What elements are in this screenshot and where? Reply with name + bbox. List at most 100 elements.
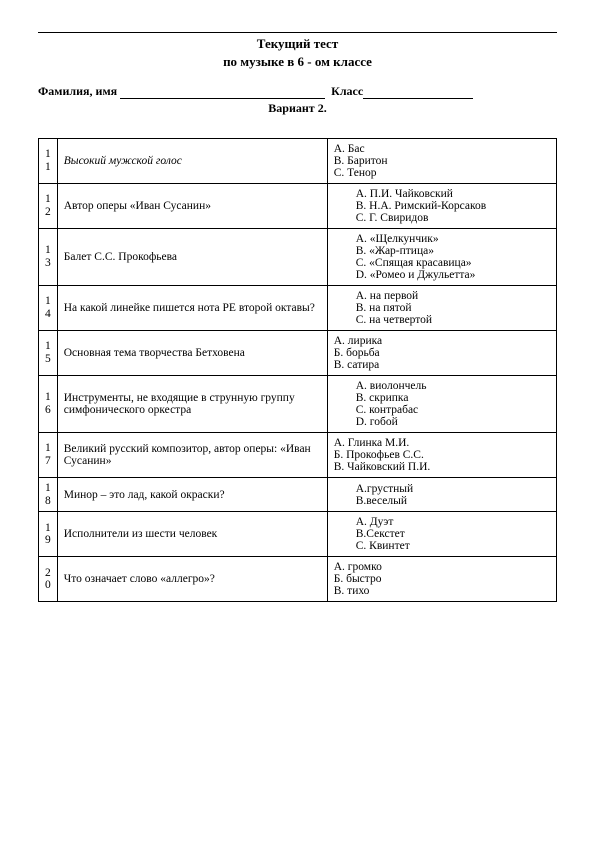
question-number-cell: 16 <box>39 376 58 433</box>
answer-option: А. Дуэт <box>334 516 550 528</box>
answer-options-cell: А. ДуэтВ.СекстетС. Квинтет <box>327 512 556 557</box>
question-number-cell: 14 <box>39 286 58 331</box>
table-row: 15Основная тема творчества БетховенаА. л… <box>39 331 557 376</box>
answer-options-cell: А. Глинка М.И.Б. Прокофьев С.С.В. Чайков… <box>327 433 556 478</box>
question-text-cell: Минор – это лад, какой окраски? <box>57 478 327 512</box>
question-number-digit: 1 <box>45 522 51 535</box>
question-text-cell: Автор оперы «Иван Сусанин» <box>57 184 327 229</box>
answer-options-cell: А. на первойВ. на пятойС. на четвертой <box>327 286 556 331</box>
question-number-digit: 2 <box>45 567 51 580</box>
question-text-cell: Балет С.С. Прокофьева <box>57 229 327 286</box>
question-number-digit: 1 <box>45 295 51 308</box>
answer-option: В.Секстет <box>334 528 550 540</box>
answer-options-cell: А. лирикаБ. борьбаВ. сатира <box>327 331 556 376</box>
question-number-digit: 1 <box>45 193 51 206</box>
title-line-1: Текущий тест <box>38 35 557 53</box>
question-number-digit: 1 <box>45 482 51 495</box>
question-text-cell: Основная тема творчества Бетховена <box>57 331 327 376</box>
question-text-cell: Что означает слово «аллегро»? <box>57 557 327 602</box>
question-number-cell: 17 <box>39 433 58 478</box>
top-rule <box>38 32 557 33</box>
question-number-digit: 1 <box>45 244 51 257</box>
answer-options-cell: А. виолончельВ. скрипкаС. контрабасD. го… <box>327 376 556 433</box>
answer-option: А. П.И. Чайковский <box>334 188 550 200</box>
question-number-digit: 0 <box>45 579 51 592</box>
question-number-cell: 15 <box>39 331 58 376</box>
question-number-digit: 3 <box>45 257 51 270</box>
table-row: 18Минор – это лад, какой окраски?А.груст… <box>39 478 557 512</box>
answer-option: С. Г. Свиридов <box>334 212 550 224</box>
answer-option: С. на четвертой <box>334 314 550 326</box>
answer-option: А. Глинка М.И. <box>334 437 550 449</box>
question-text-cell: Исполнители из шести человек <box>57 512 327 557</box>
question-number-digit: 1 <box>45 161 51 174</box>
question-text-cell: Инструменты, не входящие в струнную груп… <box>57 376 327 433</box>
question-number-cell: 12 <box>39 184 58 229</box>
question-number-cell: 13 <box>39 229 58 286</box>
answer-option: А. на первой <box>334 290 550 302</box>
answer-options-cell: А. громкоБ. быстроВ. тихо <box>327 557 556 602</box>
question-number-cell: 18 <box>39 478 58 512</box>
answer-option: В. «Жар-птица» <box>334 245 550 257</box>
answer-option: А.грустный <box>334 483 550 495</box>
question-number-digit: 9 <box>45 534 51 547</box>
answer-options-cell: А. «Щелкунчик»В. «Жар-птица»С. «Спящая к… <box>327 229 556 286</box>
question-number-digit: 2 <box>45 206 51 219</box>
answer-option: В. тихо <box>334 585 550 597</box>
title-block: Текущий тест по музыке в 6 - ом классе <box>38 35 557 70</box>
question-number-digit: 6 <box>45 404 51 417</box>
answer-options-cell: А. П.И. ЧайковскийВ. Н.А. Римский-Корсак… <box>327 184 556 229</box>
answer-option: D. гобой <box>334 416 550 428</box>
question-number-digit: 1 <box>45 391 51 404</box>
title-line-2: по музыке в 6 - ом классе <box>38 53 557 71</box>
answer-option: С. «Спящая красавица» <box>334 257 550 269</box>
question-text-cell: Высокий мужской голос <box>57 139 327 184</box>
table-row: 17Великий русский композитор, автор опер… <box>39 433 557 478</box>
surname-label: Фамилия, имя <box>38 84 117 99</box>
answer-option: Б. Прокофьев С.С. <box>334 449 550 461</box>
answer-option: В. скрипка <box>334 392 550 404</box>
table-row: 13Балет С.С. ПрокофьеваА. «Щелкунчик»В. … <box>39 229 557 286</box>
answer-option: В. Чайковский П.И. <box>334 461 550 473</box>
questions-table: 11Высокий мужской голосА. БасВ. БаритонС… <box>38 138 557 602</box>
answer-option: В. Баритон <box>334 155 550 167</box>
answer-option: С. Квинтет <box>334 540 550 552</box>
table-row: 14На какой линейке пишется нота РЕ второ… <box>39 286 557 331</box>
question-number-digit: 1 <box>45 340 51 353</box>
answer-option: А. лирика <box>334 335 550 347</box>
question-number-digit: 1 <box>45 148 51 161</box>
class-blank[interactable] <box>363 87 473 99</box>
question-number-digit: 1 <box>45 442 51 455</box>
question-number-cell: 20 <box>39 557 58 602</box>
table-row: 11Высокий мужской голосА. БасВ. БаритонС… <box>39 139 557 184</box>
question-text-cell: Великий русский композитор, автор оперы:… <box>57 433 327 478</box>
answer-option: А. громко <box>334 561 550 573</box>
surname-blank[interactable] <box>120 87 325 99</box>
question-number-digit: 4 <box>45 308 51 321</box>
answer-options-cell: А.грустныйВ.веселый <box>327 478 556 512</box>
table-row: 20Что означает слово «аллегро»?А. громко… <box>39 557 557 602</box>
answer-option: А. виолончель <box>334 380 550 392</box>
name-row: Фамилия, имя Класс <box>38 84 557 99</box>
answer-option: В. Н.А. Римский-Корсаков <box>334 200 550 212</box>
answer-option: С. контрабас <box>334 404 550 416</box>
question-number-cell: 11 <box>39 139 58 184</box>
answer-option: В.веселый <box>334 495 550 507</box>
answer-option: А. Бас <box>334 143 550 155</box>
answer-option: А. «Щелкунчик» <box>334 233 550 245</box>
answer-options-cell: А. БасВ. БаритонС. Тенор <box>327 139 556 184</box>
question-number-digit: 7 <box>45 455 51 468</box>
question-text-cell: На какой линейке пишется нота РЕ второй … <box>57 286 327 331</box>
table-row: 16Инструменты, не входящие в струнную гр… <box>39 376 557 433</box>
question-number-cell: 19 <box>39 512 58 557</box>
answer-option: Б. борьба <box>334 347 550 359</box>
answer-option: В. сатира <box>334 359 550 371</box>
answer-option: Б. быстро <box>334 573 550 585</box>
answer-option: D. «Ромео и Джульетта» <box>334 269 550 281</box>
question-number-digit: 8 <box>45 495 51 508</box>
answer-option: С. Тенор <box>334 167 550 179</box>
table-row: 12Автор оперы «Иван Сусанин»А. П.И. Чайк… <box>39 184 557 229</box>
page-root: Текущий тест по музыке в 6 - ом классе Ф… <box>0 0 595 622</box>
variant-label: Вариант 2. <box>38 101 557 116</box>
question-number-digit: 5 <box>45 353 51 366</box>
